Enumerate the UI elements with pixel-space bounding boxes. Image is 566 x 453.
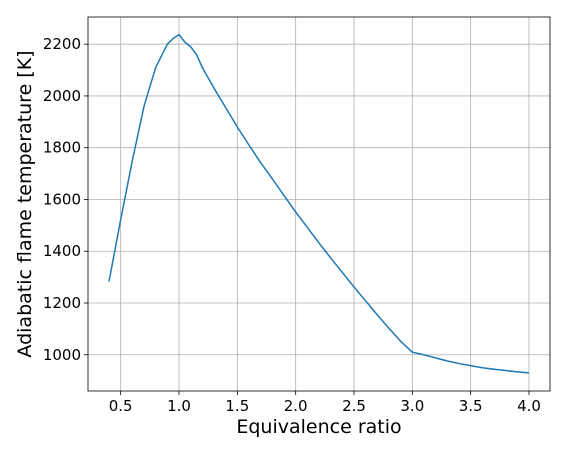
x-tick-label: 1.5: [225, 397, 249, 415]
y-tick-label: 1400: [43, 242, 81, 260]
x-tick-label: 3.0: [400, 397, 424, 415]
grid: [88, 17, 550, 391]
x-tick-label: 3.5: [459, 397, 483, 415]
x-tick-label: 2.0: [284, 397, 308, 415]
y-tick-label: 1200: [43, 294, 81, 312]
x-tick-label: 0.5: [109, 397, 133, 415]
axis-ticks: 0.5 1.0 1.5 2.0 2.5 3.0 3.5 4.0 1000 1200 1400 1600…: [43, 35, 541, 415]
series-group: [108, 33, 530, 374]
y-tick-label: 2200: [43, 35, 81, 53]
y-tick-label: 2000: [43, 87, 81, 105]
series-line: [108, 33, 530, 374]
y-tick-label: 1600: [43, 190, 81, 208]
y-axis-label: Adiabatic flame temperature [K]: [14, 50, 36, 357]
x-tick-label: 2.5: [342, 397, 366, 415]
y-tick-label: 1000: [43, 346, 81, 364]
x-axis-label: Equivalence ratio: [236, 416, 401, 438]
y-tick-label: 1800: [43, 139, 81, 157]
plot-frame: [87, 16, 551, 392]
x-tick-label: 4.0: [517, 397, 541, 415]
x-tick-label: 1.0: [167, 397, 191, 415]
